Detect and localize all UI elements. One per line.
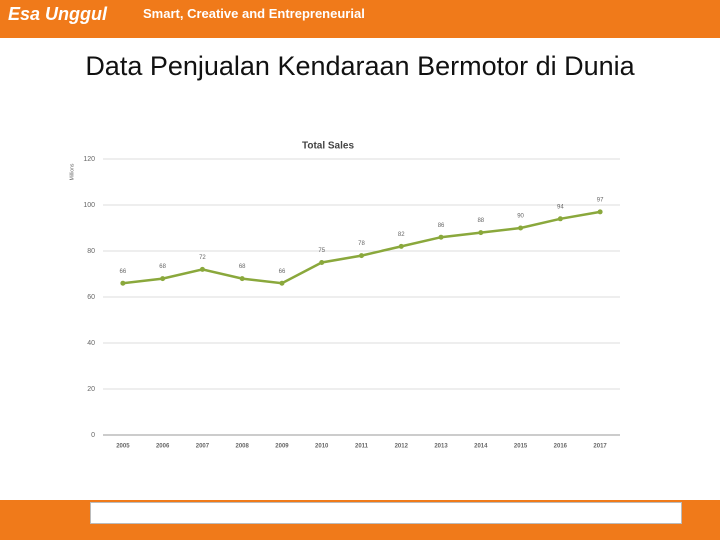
- data-label: 72: [199, 255, 206, 261]
- x-tick-label: 2015: [514, 444, 528, 450]
- data-label: 97: [597, 197, 604, 203]
- point: [160, 276, 166, 282]
- y-tick-label: 60: [87, 294, 95, 301]
- footer-box: [90, 502, 682, 524]
- data-label: 86: [438, 223, 445, 229]
- point: [319, 260, 325, 265]
- point: [557, 216, 563, 222]
- header-bar: Esa Unggul Smart, Creative and Entrepren…: [0, 0, 720, 38]
- x-tick-label: 2010: [315, 444, 329, 450]
- x-tick-label: 2007: [196, 444, 210, 450]
- x-tick-label: 2008: [236, 444, 250, 450]
- x-tick-label: 2012: [395, 444, 409, 450]
- y-tick-label: 0: [91, 432, 95, 439]
- point: [478, 230, 484, 236]
- chart: Total Sales Millions 0 20 40 60 80 100 120 2005…: [42, 128, 658, 485]
- data-label: 66: [120, 269, 127, 275]
- x-tick-label: 2005: [116, 444, 130, 450]
- point: [239, 276, 245, 282]
- data-label: 88: [477, 218, 484, 224]
- y-axis-label: Millions: [69, 163, 75, 180]
- logo: Esa Unggul: [8, 4, 108, 24]
- x-tick-label: 2016: [554, 444, 568, 450]
- data-label: 82: [398, 232, 405, 238]
- point: [199, 266, 205, 272]
- y-tick-label: 100: [83, 202, 95, 209]
- slide-title: Data Penjualan Kendaraan Bermotor di Dun…: [85, 51, 635, 81]
- data-label: 94: [557, 204, 564, 210]
- y-tick-label: 20: [87, 386, 95, 393]
- point: [279, 280, 285, 286]
- tagline: Smart, Creative and Entrepreneurial: [143, 6, 365, 21]
- data-label: 68: [239, 264, 246, 270]
- x-tick-label: 2014: [474, 444, 488, 450]
- point: [359, 253, 364, 259]
- y-tick-label: 120: [83, 156, 95, 163]
- point: [597, 209, 603, 215]
- point: [398, 243, 404, 249]
- x-tick-label: 2013: [434, 444, 448, 450]
- x-tick-label: 2011: [355, 444, 369, 450]
- chart-title: Total Sales: [302, 141, 354, 152]
- y-tick-label: 40: [87, 340, 95, 347]
- data-label: 78: [358, 241, 365, 247]
- x-tick-label: 2009: [275, 444, 289, 450]
- point: [518, 225, 524, 231]
- y-tick-label: 80: [87, 248, 95, 255]
- data-label: 75: [318, 248, 325, 254]
- point: [120, 280, 126, 286]
- chart-background: [42, 128, 658, 485]
- data-label: 66: [279, 269, 286, 275]
- data-label: 90: [517, 214, 524, 220]
- point: [438, 234, 444, 240]
- data-label: 68: [159, 264, 166, 270]
- x-tick-label: 2017: [593, 444, 607, 450]
- x-tick-label: 2006: [156, 444, 170, 450]
